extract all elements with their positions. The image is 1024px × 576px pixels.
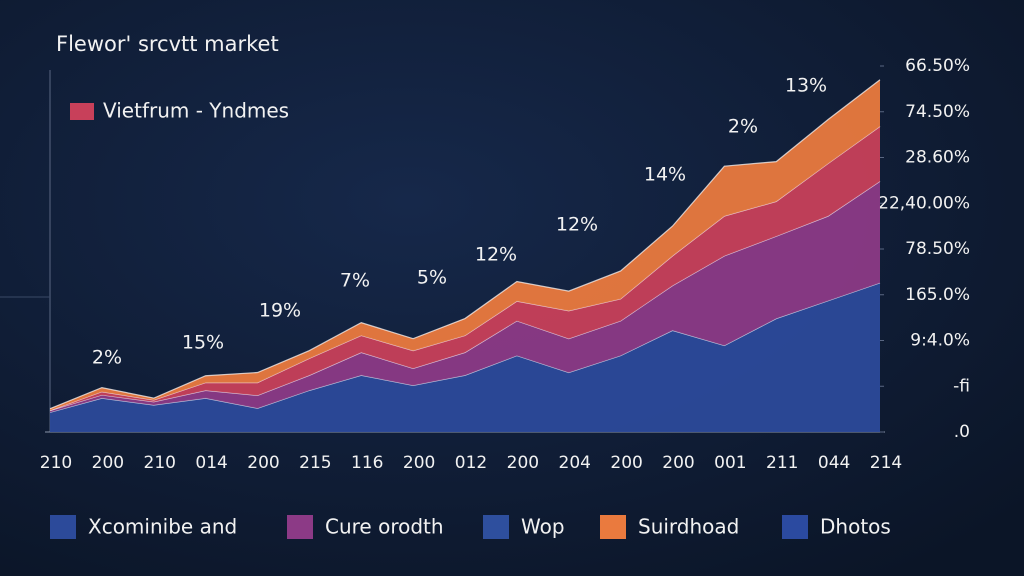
x-tick-label: 200 xyxy=(403,453,435,473)
x-tick-label: 210 xyxy=(144,453,176,473)
x-tick-label: 014 xyxy=(195,453,227,473)
area-edge xyxy=(49,79,881,410)
annotation: 2% xyxy=(92,347,122,369)
legend-swatch xyxy=(782,515,808,539)
legend-label: Suirdhoad xyxy=(638,515,739,539)
x-tick-label: 044 xyxy=(818,453,850,473)
chart-title: Flewor' srcvtt market xyxy=(56,32,279,56)
y-tick-label: 74.50% xyxy=(905,102,970,122)
legend-label: Vietfrum - Yndmes xyxy=(103,99,289,123)
x-tick-label: 200 xyxy=(662,453,694,473)
annotation: 5% xyxy=(417,267,447,289)
y-tick-label: 66.50% xyxy=(905,56,970,76)
legend-label: Xcominibe and xyxy=(88,515,237,539)
annotation: 12% xyxy=(556,214,598,236)
annotation: 14% xyxy=(644,164,686,186)
x-tick-label: 210 xyxy=(40,453,72,473)
x-tick-label: 200 xyxy=(247,453,279,473)
annotation: 19% xyxy=(259,300,301,322)
y-tick-label: 28.60% xyxy=(905,148,970,168)
annotation: 2% xyxy=(728,116,758,138)
y-tick-label: 78.50% xyxy=(905,239,970,259)
area xyxy=(50,282,880,432)
x-tick-label: 214 xyxy=(870,453,902,473)
annotation: 13% xyxy=(785,75,827,97)
x-tick-label: 204 xyxy=(559,453,591,473)
legend-swatch xyxy=(600,515,626,539)
legend-label: Wop xyxy=(521,515,565,539)
x-tick-label: 001 xyxy=(714,453,746,473)
y-tick-label: .0 xyxy=(954,422,970,442)
x-tick-label: 200 xyxy=(92,453,124,473)
y-tick-label: 165.0% xyxy=(905,285,970,305)
x-tick-label: 215 xyxy=(299,453,331,473)
legend-swatch xyxy=(483,515,509,539)
annotation: 7% xyxy=(340,270,370,292)
legend-swatch xyxy=(287,515,313,539)
y-tick-label: 9:4.0% xyxy=(910,331,970,351)
x-tick-label: 200 xyxy=(507,453,539,473)
legend-label: Cure orodth xyxy=(325,515,444,539)
annotation: 12% xyxy=(475,244,517,266)
x-tick-label: 012 xyxy=(455,453,487,473)
legend-label: Dhotos xyxy=(820,515,891,539)
legend-swatch xyxy=(50,515,76,539)
x-tick-label: 200 xyxy=(610,453,642,473)
annotation: 15% xyxy=(182,332,224,354)
y-tick-label: -fi xyxy=(953,376,970,396)
x-tick-label: 116 xyxy=(351,453,383,473)
y-tick-label: 22,40.00% xyxy=(878,193,970,213)
legend-swatch xyxy=(70,103,94,120)
x-tick-label: 211 xyxy=(766,453,798,473)
area xyxy=(50,181,880,413)
